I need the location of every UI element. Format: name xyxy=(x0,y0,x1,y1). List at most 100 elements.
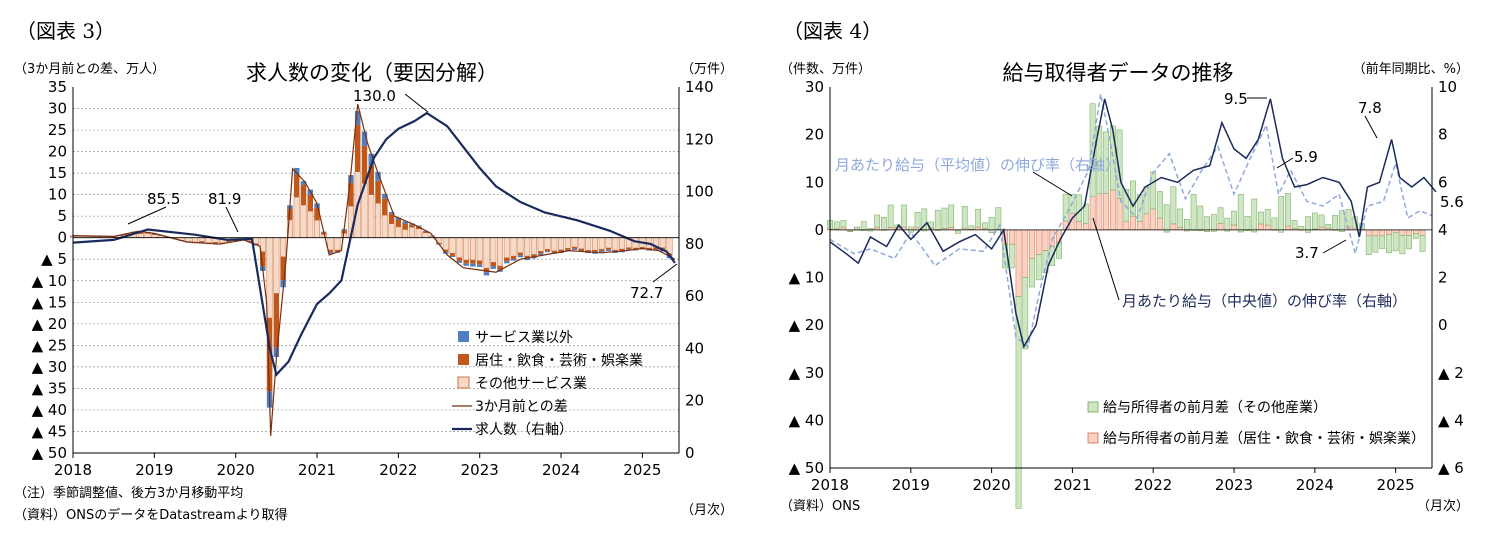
bar-accommodation xyxy=(1109,189,1116,231)
bar-other-industries xyxy=(1338,210,1345,232)
bar-other-industries xyxy=(1325,224,1332,229)
bar-accommodation xyxy=(1015,229,1022,297)
bar-non-service xyxy=(300,181,307,185)
bar-non-service xyxy=(348,175,354,184)
left-axis-unit: （件数、万件） xyxy=(780,62,871,77)
x-tick-label: 2025 xyxy=(623,461,661,479)
bar-other-service xyxy=(375,203,381,238)
right-axis-unit: （万件） xyxy=(681,62,733,77)
bar-accommodation xyxy=(470,259,476,264)
bar-other-industries xyxy=(874,214,880,228)
bar-other-service xyxy=(476,237,483,262)
bar-other-service xyxy=(388,223,395,238)
bar-accommodation xyxy=(300,184,307,206)
bar-accommodation xyxy=(1258,223,1264,231)
bar-accommodation xyxy=(524,256,530,259)
bar-other-service xyxy=(408,226,415,238)
legend-swatch-other xyxy=(1087,401,1099,413)
annotations: 月あたり給与（平均値）の伸び率（右軸） 月あたり給与（中央値）の伸び率（右軸） … xyxy=(835,90,1464,310)
bar-other-industries xyxy=(982,222,988,229)
bar-other-industries xyxy=(1244,215,1251,231)
bar-accommodation xyxy=(517,252,524,256)
bar-other-industries xyxy=(860,221,867,231)
bar-other-service xyxy=(497,237,504,267)
leader-line xyxy=(127,206,167,225)
y-tick-label: ▲ 40 xyxy=(789,411,824,429)
bar-other-industries xyxy=(1332,215,1338,231)
bar-accommodation xyxy=(1318,226,1325,231)
bar-other-service xyxy=(266,237,273,319)
bar-accommodation xyxy=(1399,229,1406,236)
bar-other-service xyxy=(307,210,314,238)
bar-accommodation xyxy=(327,249,334,252)
bar-accommodation xyxy=(1076,221,1083,231)
bar-other-industries xyxy=(1419,235,1426,252)
bar-other-industries xyxy=(1083,203,1089,224)
bar-other-service xyxy=(632,237,639,249)
leader-line xyxy=(1276,157,1294,169)
bar-non-service xyxy=(605,249,612,252)
bar-other-industries xyxy=(1143,186,1150,215)
annotation-2020: 81.9 xyxy=(208,190,241,208)
bar-other-service xyxy=(198,237,205,242)
bar-other-industries xyxy=(840,220,847,228)
y2-tick-label: 100 xyxy=(685,183,714,201)
legend-swatch-accommodation xyxy=(458,354,469,365)
bar-non-service xyxy=(470,263,476,267)
bar-other-industries xyxy=(881,217,887,231)
y-tick-label: ▲ 25 xyxy=(32,336,67,354)
bar-non-service xyxy=(504,261,510,264)
bar-other-service xyxy=(456,237,463,258)
bar-other-service xyxy=(591,237,598,251)
bar-accommodation xyxy=(375,180,381,204)
legend-swatch-other-service xyxy=(457,376,470,389)
bar-accommodation xyxy=(388,213,395,224)
x-tick-label: 2023 xyxy=(461,461,499,479)
bar-non-service xyxy=(395,217,402,220)
leader-line xyxy=(1322,239,1347,254)
grid xyxy=(73,108,679,432)
bar-accommodation xyxy=(874,226,880,231)
y2-tick-label: 2 xyxy=(1438,269,1448,287)
bar-accommodation xyxy=(1029,229,1035,259)
bar-other-industries xyxy=(961,206,968,229)
bar-other-industries xyxy=(1379,235,1386,249)
y-tick-label: ▲ 20 xyxy=(32,315,67,333)
bar-other-industries xyxy=(1258,211,1264,225)
legend-label: 求人数（右軸） xyxy=(475,422,573,438)
bar-accommodation xyxy=(1150,208,1157,231)
bar-other-service xyxy=(273,237,280,294)
legend-label: 3か月前との差 xyxy=(475,398,568,415)
bar-non-service xyxy=(456,260,463,263)
legend-label: 給与所得者の前月差（その他産業） xyxy=(1103,399,1327,416)
y-tick-label: 30 xyxy=(805,78,824,96)
annotation-latest: 5.6 xyxy=(1440,193,1464,211)
bar-other-industries xyxy=(1076,194,1083,222)
bar-non-service xyxy=(497,269,503,272)
bar-accommodation xyxy=(592,250,598,252)
bar-non-service xyxy=(612,251,619,253)
bar-accommodation xyxy=(1412,229,1419,234)
bar-other-industries xyxy=(1123,189,1130,222)
bar-other-service xyxy=(137,233,144,238)
bar-other-industries xyxy=(1163,204,1170,233)
legend-label: サービス業以外 xyxy=(475,330,573,346)
bar-other-service xyxy=(469,237,476,261)
bar-accommodation xyxy=(510,256,517,260)
y-tick-label: 15 xyxy=(48,164,67,182)
bar-accommodation xyxy=(443,249,449,252)
bar-other-service xyxy=(415,228,422,238)
y2-tick-label: 0 xyxy=(685,444,695,462)
x-tick-label: 2024 xyxy=(1296,476,1334,494)
y-tick-label: 5 xyxy=(57,207,67,225)
leader-line xyxy=(1364,115,1378,139)
bar-other-industries xyxy=(1406,235,1412,250)
bar-other-industries xyxy=(1237,194,1244,233)
lines xyxy=(829,93,1437,349)
bar-other-industries xyxy=(1217,207,1224,224)
bar-non-service xyxy=(476,264,483,267)
bar-other-service xyxy=(605,237,612,249)
y2-tick-label: 140 xyxy=(685,78,714,96)
bar-non-service xyxy=(585,252,591,254)
bar-other-industries xyxy=(914,211,921,228)
